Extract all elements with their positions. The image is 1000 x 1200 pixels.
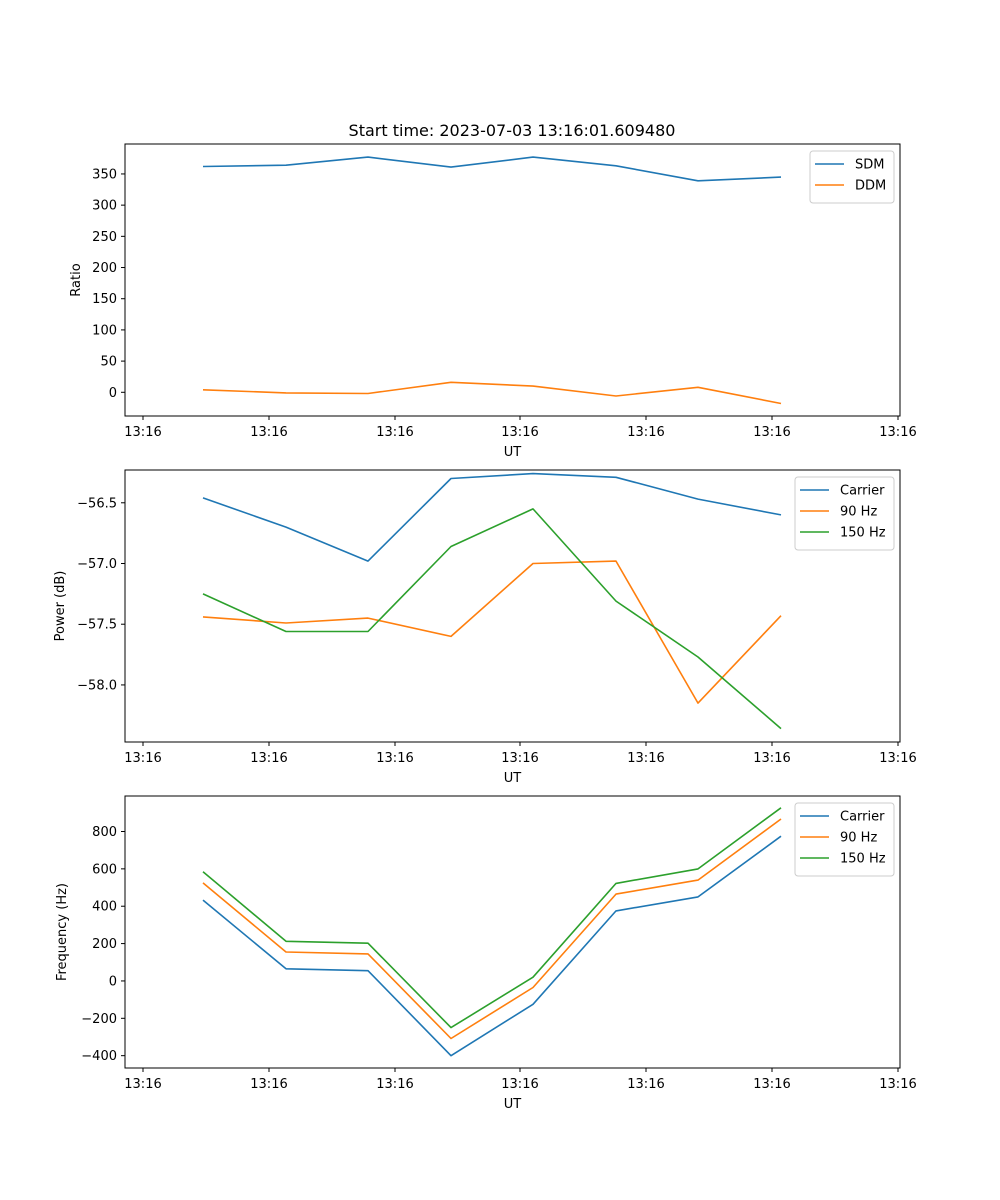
x-tick-label: 13:16 bbox=[879, 751, 916, 766]
x-tick-label: 13:16 bbox=[501, 1077, 538, 1092]
series-line-sdm bbox=[202, 156, 782, 182]
legend: Carrier 90 Hz 150 Hz bbox=[794, 802, 895, 877]
legend-entry: SDM bbox=[855, 158, 884, 173]
x-axis-label: UT bbox=[504, 771, 522, 786]
x-tick-label: 13:16 bbox=[879, 425, 916, 440]
x-tick-label: 13:16 bbox=[501, 751, 538, 766]
y-tick-label: 250 bbox=[92, 230, 117, 245]
series-line-90-hz bbox=[202, 818, 782, 1040]
x-tick-label: 13:16 bbox=[627, 751, 664, 766]
legend-entry: 150 Hz bbox=[840, 852, 886, 867]
legend-entry: DDM bbox=[855, 179, 886, 194]
subplot-3: −400 −200 0 200 400 600 800 13:16 13:16 13:16 13:1… bbox=[55, 795, 917, 1112]
series-line-carrier bbox=[202, 835, 782, 1057]
y-tick-label: 600 bbox=[92, 862, 117, 877]
x-tick-label: 13:16 bbox=[753, 1077, 790, 1092]
y-axis-label: Power (dB) bbox=[53, 571, 68, 642]
y-tick-label: −57.0 bbox=[77, 557, 117, 572]
x-tick-label: 13:16 bbox=[124, 1077, 161, 1092]
y-axis-label: Ratio bbox=[69, 263, 84, 296]
y-tick-label: −58.0 bbox=[77, 678, 117, 693]
y-tick-label: −200 bbox=[81, 1012, 117, 1027]
subplot-2: −58.0 −57.5 −57.0 −56.5 13:16 13:16 13:16 13:16… bbox=[53, 469, 917, 786]
y-tick-label: 0 bbox=[109, 974, 117, 989]
y-tick-label: −56.5 bbox=[77, 496, 117, 511]
legend: Carrier 90 Hz 150 Hz bbox=[794, 476, 895, 551]
y-tick-label: 350 bbox=[92, 167, 117, 182]
y-tick-label: 800 bbox=[92, 825, 117, 840]
legend-entry: 150 Hz bbox=[840, 526, 886, 541]
axes-frame bbox=[124, 795, 901, 1069]
y-tick-label: −400 bbox=[81, 1049, 117, 1064]
axes-frame bbox=[124, 469, 901, 743]
y-tick-label: 100 bbox=[92, 323, 117, 338]
y-tick-label: −57.5 bbox=[77, 618, 117, 633]
y-tick-label: 0 bbox=[109, 386, 117, 401]
series-line-150-hz bbox=[202, 807, 782, 1029]
x-axis-label: UT bbox=[504, 445, 522, 460]
legend: SDM DDM bbox=[809, 150, 895, 204]
series-line-150-hz bbox=[202, 508, 782, 730]
y-tick-label: 200 bbox=[92, 937, 117, 952]
subplot-1: 0 50 100 150 200 250 300 350 13:16 13:16 13:16 13:1… bbox=[69, 143, 917, 460]
x-tick-label: 13:16 bbox=[627, 1077, 664, 1092]
x-tick-label: 13:16 bbox=[124, 751, 161, 766]
x-tick-label: 13:16 bbox=[250, 1077, 287, 1092]
y-tick-label: 300 bbox=[92, 199, 117, 214]
x-tick-label: 13:16 bbox=[879, 1077, 916, 1092]
axes-frame bbox=[124, 143, 901, 417]
series-line-90-hz bbox=[202, 560, 782, 704]
legend-entry: 90 Hz bbox=[840, 831, 877, 846]
x-tick-label: 13:16 bbox=[753, 751, 790, 766]
x-tick-label: 13:16 bbox=[376, 425, 413, 440]
y-tick-label: 150 bbox=[92, 292, 117, 307]
x-tick-label: 13:16 bbox=[376, 751, 413, 766]
y-tick-label: 50 bbox=[100, 355, 117, 370]
y-tick-label: 400 bbox=[92, 900, 117, 915]
y-tick-label: 200 bbox=[92, 261, 117, 276]
x-tick-label: 13:16 bbox=[501, 425, 538, 440]
x-tick-label: 13:16 bbox=[124, 425, 161, 440]
x-tick-label: 13:16 bbox=[376, 1077, 413, 1092]
x-tick-label: 13:16 bbox=[250, 425, 287, 440]
x-tick-label: 13:16 bbox=[250, 751, 287, 766]
x-tick-label: 13:16 bbox=[627, 425, 664, 440]
series-line-ddm bbox=[202, 381, 782, 405]
legend-entry: Carrier bbox=[840, 484, 885, 499]
x-tick-label: 13:16 bbox=[753, 425, 790, 440]
y-axis-label: Frequency (Hz) bbox=[55, 883, 70, 981]
series-line-carrier bbox=[202, 472, 782, 562]
legend-entry: 90 Hz bbox=[840, 505, 877, 520]
x-axis-label: UT bbox=[504, 1097, 522, 1112]
legend-entry: Carrier bbox=[840, 810, 885, 825]
figure-title: Start time: 2023-07-03 13:16:01.609480 bbox=[349, 121, 676, 140]
